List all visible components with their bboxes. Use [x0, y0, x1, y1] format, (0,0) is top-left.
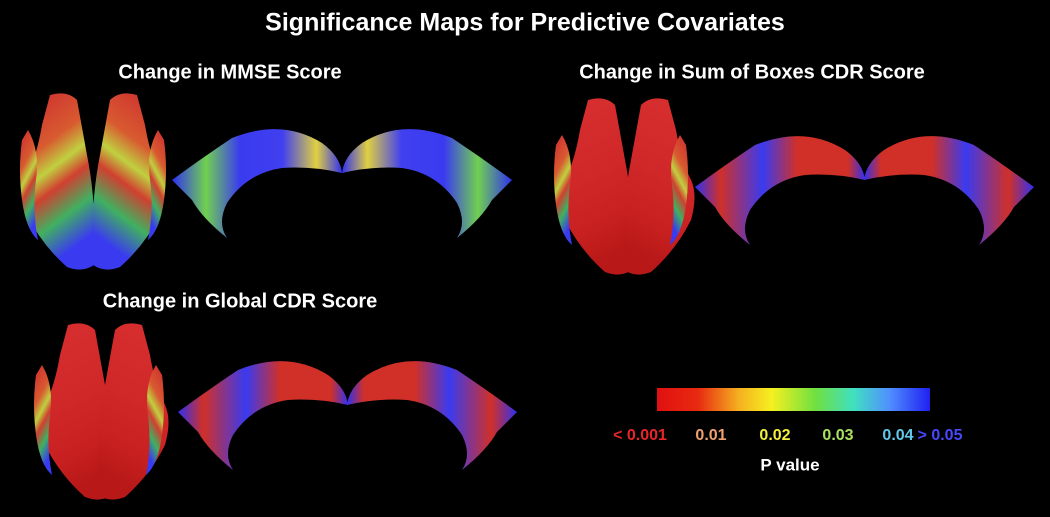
colorbar-labels: < 0.001 0.01 0.02 0.03 0.04 > 0.05 [613, 427, 962, 444]
panel-title: Change in Sum of Boxes CDR Score [579, 61, 925, 83]
panel-title: Change in Global CDR Score [103, 290, 377, 312]
brain-map [20, 93, 512, 270]
colorbar-axis-label: P value [760, 455, 819, 474]
colorbar-label: 0.04 [882, 427, 913, 444]
figure-title: Significance Maps for Predictive Covaria… [265, 9, 785, 37]
colorbar-label: 0.01 [695, 427, 726, 444]
colorbar-label: 0.03 [822, 427, 853, 444]
colorbar [657, 388, 930, 411]
colorbar-label: 0.02 [759, 427, 790, 444]
colorbar-label: > 0.05 [918, 427, 963, 444]
panel-title: Change in MMSE Score [118, 61, 341, 83]
colorbar-label: < 0.001 [613, 427, 667, 444]
brain-map [34, 323, 517, 500]
brain-map [554, 98, 1034, 275]
